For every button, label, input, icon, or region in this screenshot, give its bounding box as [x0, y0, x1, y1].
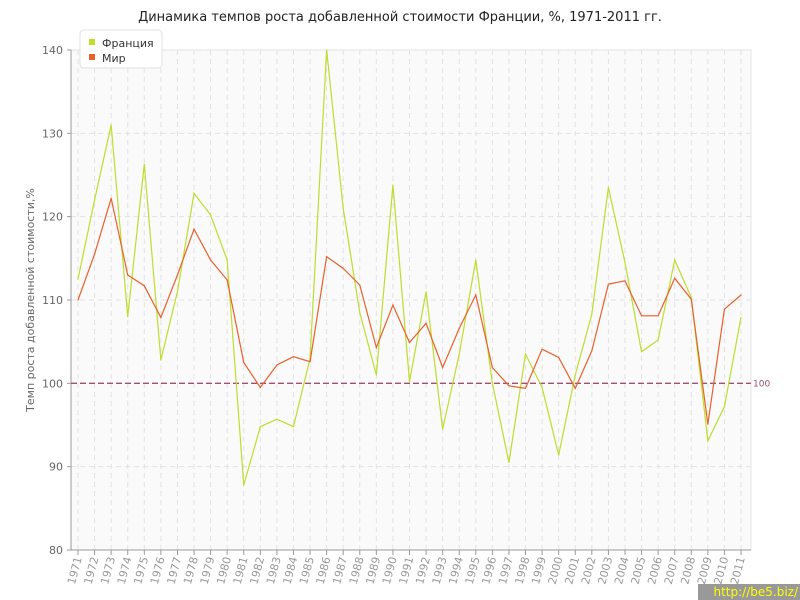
y-tick-label: 80 [49, 544, 63, 557]
reference-line-label: 100 [753, 379, 770, 389]
data-point [723, 406, 726, 408]
data-point [607, 186, 610, 189]
data-point [143, 163, 145, 165]
data-point [110, 124, 112, 126]
data-point [276, 364, 278, 366]
legend-label: Мир [102, 52, 126, 65]
data-point [160, 316, 162, 319]
data-point [591, 313, 593, 315]
data-point [243, 361, 245, 364]
data-point [491, 366, 493, 369]
data-point [176, 291, 179, 293]
data-point [475, 259, 477, 261]
data-point [524, 387, 527, 389]
legend [79, 29, 163, 69]
y-tick-label: 110 [42, 294, 63, 307]
data-point [657, 339, 659, 341]
y-tick-label: 100 [42, 377, 63, 390]
data-point [392, 184, 394, 186]
data-point [77, 278, 79, 280]
y-axis-label: Темп роста добавленной стоимости,% [24, 188, 37, 413]
data-point [359, 284, 361, 286]
data-point [375, 346, 377, 349]
data-point [508, 461, 510, 464]
data-point [425, 322, 427, 324]
data-point [707, 423, 709, 425]
data-point [475, 294, 477, 296]
data-point [591, 350, 593, 352]
data-point [624, 280, 626, 282]
x-tick-label: 2011 [728, 555, 748, 585]
data-point [276, 418, 278, 420]
chart-title: Динамика темпов роста добавленной стоимо… [138, 10, 662, 25]
data-point [309, 361, 311, 363]
data-point [491, 382, 493, 384]
data-point [143, 285, 145, 287]
data-point [707, 440, 709, 442]
data-point [458, 327, 460, 329]
data-point [292, 356, 295, 358]
legend-marker [89, 39, 95, 45]
data-point [292, 426, 295, 428]
data-point [93, 199, 96, 201]
data-point [640, 351, 643, 353]
data-point [342, 267, 344, 269]
data-point [574, 387, 576, 389]
data-point [574, 374, 576, 376]
data-point [93, 253, 96, 255]
data-point [160, 359, 162, 361]
data-point [508, 385, 510, 387]
data-point [408, 341, 411, 344]
data-point [210, 214, 212, 216]
data-point [690, 296, 692, 299]
data-point [442, 366, 444, 369]
data-point [226, 259, 228, 261]
data-point [359, 311, 361, 314]
legend-marker [89, 54, 95, 60]
data-point [77, 299, 79, 301]
data-point [375, 374, 377, 376]
data-point [524, 353, 527, 355]
data-point [342, 207, 344, 209]
data-point [408, 381, 411, 383]
data-point [458, 353, 460, 355]
data-point [558, 454, 560, 456]
data-point [640, 315, 643, 317]
data-point [723, 308, 726, 310]
data-point [127, 316, 129, 318]
data-point [259, 426, 261, 428]
data-point [624, 261, 626, 264]
legend-label: Франция [102, 37, 154, 50]
data-point [425, 291, 427, 293]
y-tick-label: 90 [49, 461, 63, 474]
data-point [193, 228, 195, 230]
data-point [110, 197, 112, 199]
data-point [607, 283, 610, 285]
data-point [392, 304, 394, 306]
data-point [442, 428, 444, 430]
watermark[interactable]: http://be5.biz/ [698, 584, 800, 600]
data-point [326, 49, 328, 51]
data-point [541, 348, 543, 350]
data-point [210, 259, 212, 261]
data-point [259, 386, 261, 389]
data-point [541, 386, 543, 389]
data-point [558, 356, 560, 359]
y-tick-label: 130 [42, 127, 63, 140]
data-point [674, 259, 676, 261]
data-point [657, 315, 659, 317]
data-point [740, 294, 742, 296]
data-point [690, 298, 692, 300]
data-point [740, 316, 742, 319]
data-point [226, 279, 228, 281]
y-tick-label: 120 [42, 211, 63, 224]
data-point [176, 274, 179, 276]
data-point [674, 277, 676, 279]
y-tick-label: 140 [42, 44, 63, 57]
data-point [127, 274, 129, 276]
data-point [326, 256, 328, 258]
data-point [193, 192, 195, 194]
data-point [243, 484, 245, 486]
